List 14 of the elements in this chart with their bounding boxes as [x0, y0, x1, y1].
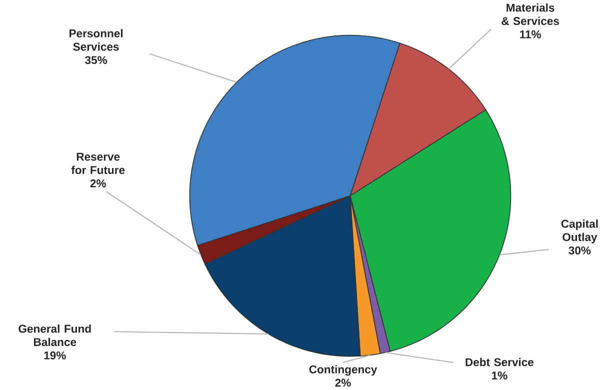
slice-label: General Fund Balance	[18, 324, 91, 346]
data-label: 1%	[492, 372, 508, 380]
data-label: 35%	[85, 56, 108, 64]
slice-label: Reserve for Future	[71, 152, 125, 174]
slice-label: Materials & Services	[502, 3, 559, 25]
data-label: 19%	[44, 351, 66, 360]
slice-label: Personnel Services	[70, 29, 122, 51]
slice-label: Debt Service	[466, 358, 534, 366]
data-label: 11%	[520, 30, 541, 38]
slice-label: Contingency	[309, 365, 378, 376]
data-label: 2%	[90, 179, 106, 188]
data-label: 2%	[335, 378, 351, 387]
slice-label: Capital Outlay	[561, 219, 598, 244]
data-label: 30%	[568, 246, 591, 254]
